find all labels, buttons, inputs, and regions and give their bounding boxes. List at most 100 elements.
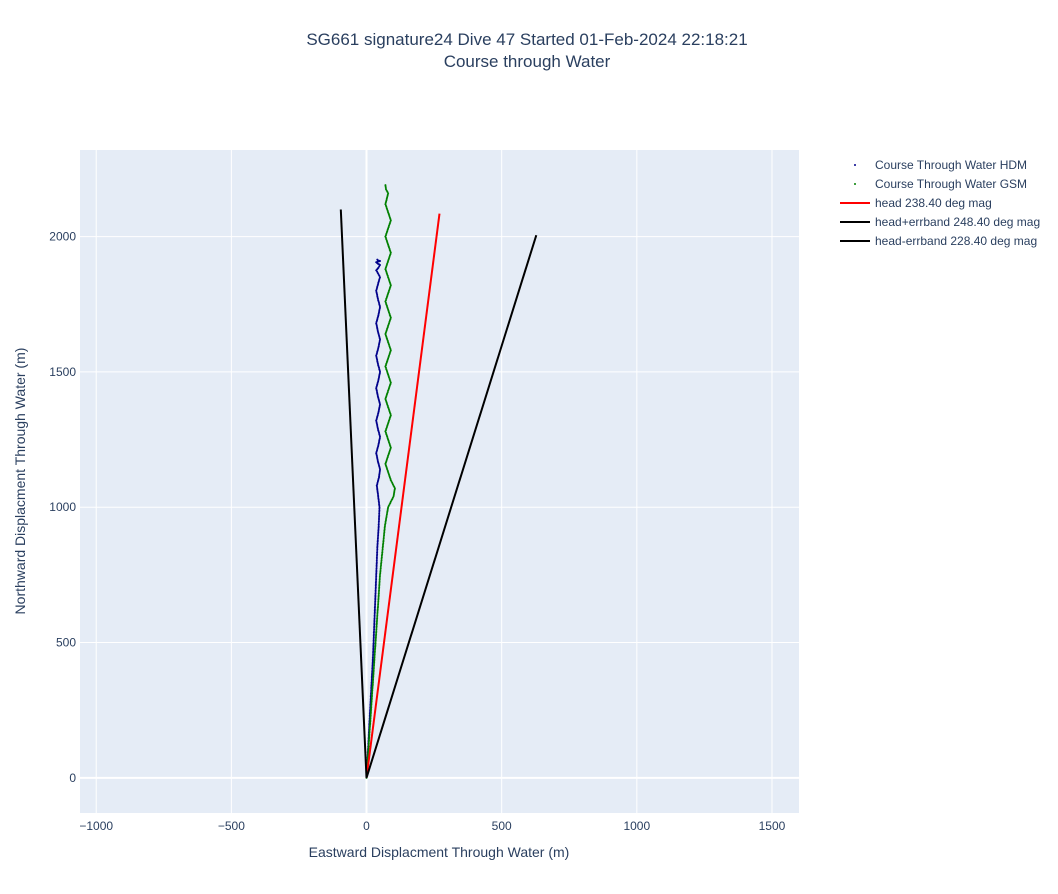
data-point <box>378 503 381 506</box>
data-point <box>378 577 381 579</box>
data-point <box>370 698 373 701</box>
data-point <box>374 639 377 642</box>
data-point <box>376 548 379 551</box>
data-point <box>375 626 378 629</box>
legend-item[interactable]: head 238.40 deg mag <box>840 196 992 210</box>
data-point <box>379 573 381 576</box>
data-point <box>374 586 377 589</box>
data-point <box>370 701 373 704</box>
data-point <box>371 687 374 690</box>
data-point <box>371 664 374 667</box>
data-point <box>377 529 380 532</box>
data-point <box>376 258 379 261</box>
data-point <box>382 543 384 546</box>
data-point <box>371 658 374 661</box>
data-point <box>373 616 376 618</box>
data-point <box>367 744 370 746</box>
data-point <box>372 642 375 645</box>
data-point <box>372 634 375 637</box>
data-point <box>371 656 374 659</box>
data-point <box>373 664 375 667</box>
data-point <box>378 587 381 590</box>
data-point <box>375 561 378 564</box>
data-point <box>384 520 387 523</box>
data-point <box>376 550 379 552</box>
data-point <box>378 589 380 592</box>
data-point <box>370 697 373 700</box>
data-point <box>372 653 375 656</box>
data-point <box>375 575 378 578</box>
data-point <box>376 543 379 546</box>
chart-title-line2: Course through Water <box>444 52 611 71</box>
data-point <box>374 637 377 640</box>
data-point <box>370 705 373 707</box>
data-point <box>374 602 377 604</box>
data-point <box>378 575 381 578</box>
data-point <box>376 617 379 620</box>
data-point <box>386 510 389 513</box>
data-point <box>377 597 380 600</box>
legend-label: head-errband 228.40 deg mag <box>875 234 1037 248</box>
data-point <box>371 692 374 695</box>
data-point <box>372 672 375 675</box>
data-point <box>374 647 377 650</box>
x-tick-label: 1500 <box>759 819 786 833</box>
data-point <box>370 695 373 698</box>
data-point <box>377 497 380 500</box>
data-point <box>371 683 374 686</box>
y-axis-title: Northward Displacment Through Water (m) <box>12 348 28 615</box>
y-tick-label: 2000 <box>49 230 76 244</box>
data-point <box>371 686 374 689</box>
data-point <box>382 540 385 543</box>
data-point <box>375 628 378 631</box>
legend[interactable]: Course Through Water HDM Course Through W… <box>840 158 1040 248</box>
data-point <box>376 542 379 545</box>
legend-item[interactable]: Course Through Water HDM <box>854 158 1027 172</box>
data-point <box>373 658 376 661</box>
data-point <box>372 631 375 634</box>
legend-item[interactable]: Course Through Water GSM <box>854 177 1027 191</box>
data-point <box>376 553 379 556</box>
data-point <box>377 525 380 528</box>
plot-area[interactable] <box>80 150 799 813</box>
data-point <box>379 565 382 568</box>
data-point <box>380 554 383 557</box>
data-point <box>371 694 373 697</box>
x-tick-label: −1000 <box>79 819 113 833</box>
data-point <box>378 578 381 581</box>
chart-title-line1: SG661 signature24 Dive 47 Started 01-Feb… <box>306 30 747 49</box>
data-point <box>372 669 375 672</box>
data-point <box>374 605 376 608</box>
data-point <box>374 594 377 597</box>
data-point <box>377 522 380 524</box>
data-point <box>367 740 370 743</box>
data-point <box>373 620 376 623</box>
data-point <box>369 714 372 717</box>
data-point <box>373 662 376 665</box>
data-point <box>382 536 385 538</box>
data-point <box>378 512 381 515</box>
data-point <box>373 625 376 628</box>
data-point <box>375 634 377 637</box>
data-point <box>382 542 385 545</box>
legend-item[interactable]: head+errband 248.40 deg mag <box>840 215 1040 229</box>
data-point <box>383 529 386 532</box>
data-point <box>369 717 372 720</box>
series-1 <box>365 184 396 779</box>
data-point <box>385 517 388 520</box>
data-point <box>377 532 380 535</box>
data-point <box>377 536 379 538</box>
data-point <box>375 573 378 576</box>
data-point <box>383 526 386 529</box>
data-point <box>376 554 378 557</box>
data-point <box>381 553 384 556</box>
data-point <box>374 584 377 587</box>
legend-item[interactable]: head-errband 228.40 deg mag <box>840 234 1037 248</box>
data-point <box>373 628 376 631</box>
data-point <box>372 636 375 639</box>
data-point <box>375 570 378 573</box>
data-point <box>376 540 379 543</box>
data-point <box>381 545 384 548</box>
data-point <box>378 501 380 504</box>
data-point <box>368 737 371 740</box>
